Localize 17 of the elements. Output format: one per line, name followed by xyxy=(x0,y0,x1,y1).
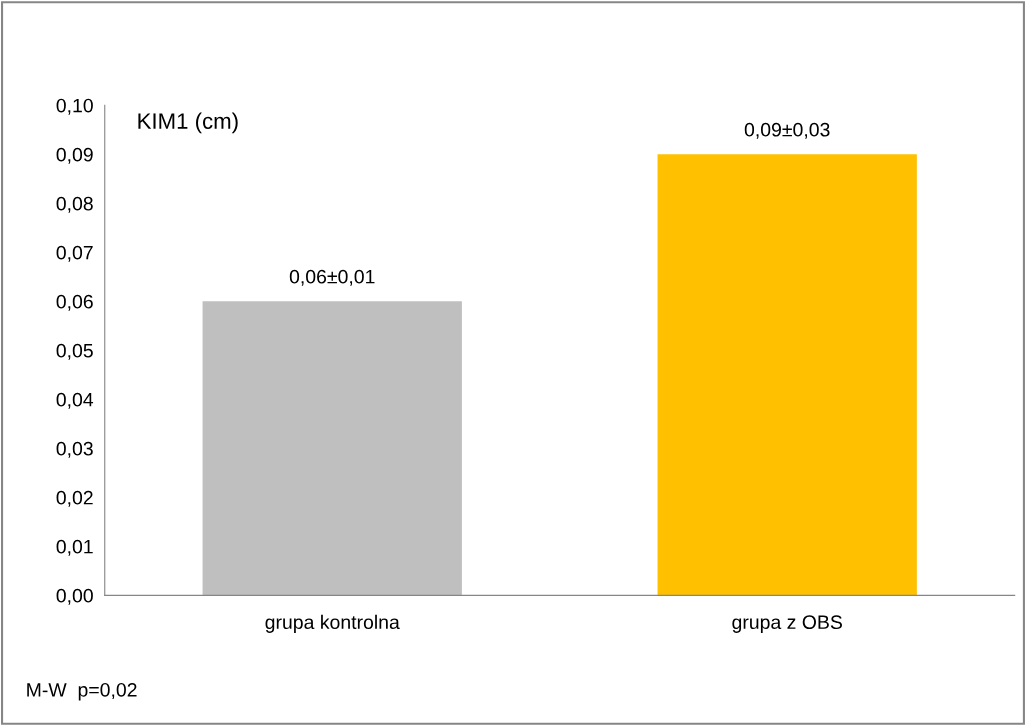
y-tick-label: 0,03 xyxy=(56,441,93,458)
y-tick-label: 0,01 xyxy=(56,539,93,556)
y-tick-label: 0,09 xyxy=(56,147,93,164)
x-tick-label: grupa z OBS xyxy=(732,615,842,633)
x-tick-label: grupa kontrolna xyxy=(265,614,400,633)
y-tick-label: 0,07 xyxy=(56,245,93,262)
data-label: 0,09±0,03 xyxy=(744,122,830,139)
text: M-W p=0,02 xyxy=(27,682,137,701)
data-label: 0,06±0,01 xyxy=(289,269,375,286)
y-tick-label: 0,04 xyxy=(56,392,94,409)
y-tick-label: 0,05 xyxy=(56,343,93,360)
y-tick-label: 0,00 xyxy=(56,588,93,605)
y-axis-title: KIM1 (cm) xyxy=(138,112,238,134)
y-tick-label: 0,06 xyxy=(56,294,93,311)
y-tick-label: 0,10 xyxy=(56,98,93,115)
y-tick-label: 0,08 xyxy=(56,196,93,213)
y-tick-label: 0,02 xyxy=(56,490,93,507)
